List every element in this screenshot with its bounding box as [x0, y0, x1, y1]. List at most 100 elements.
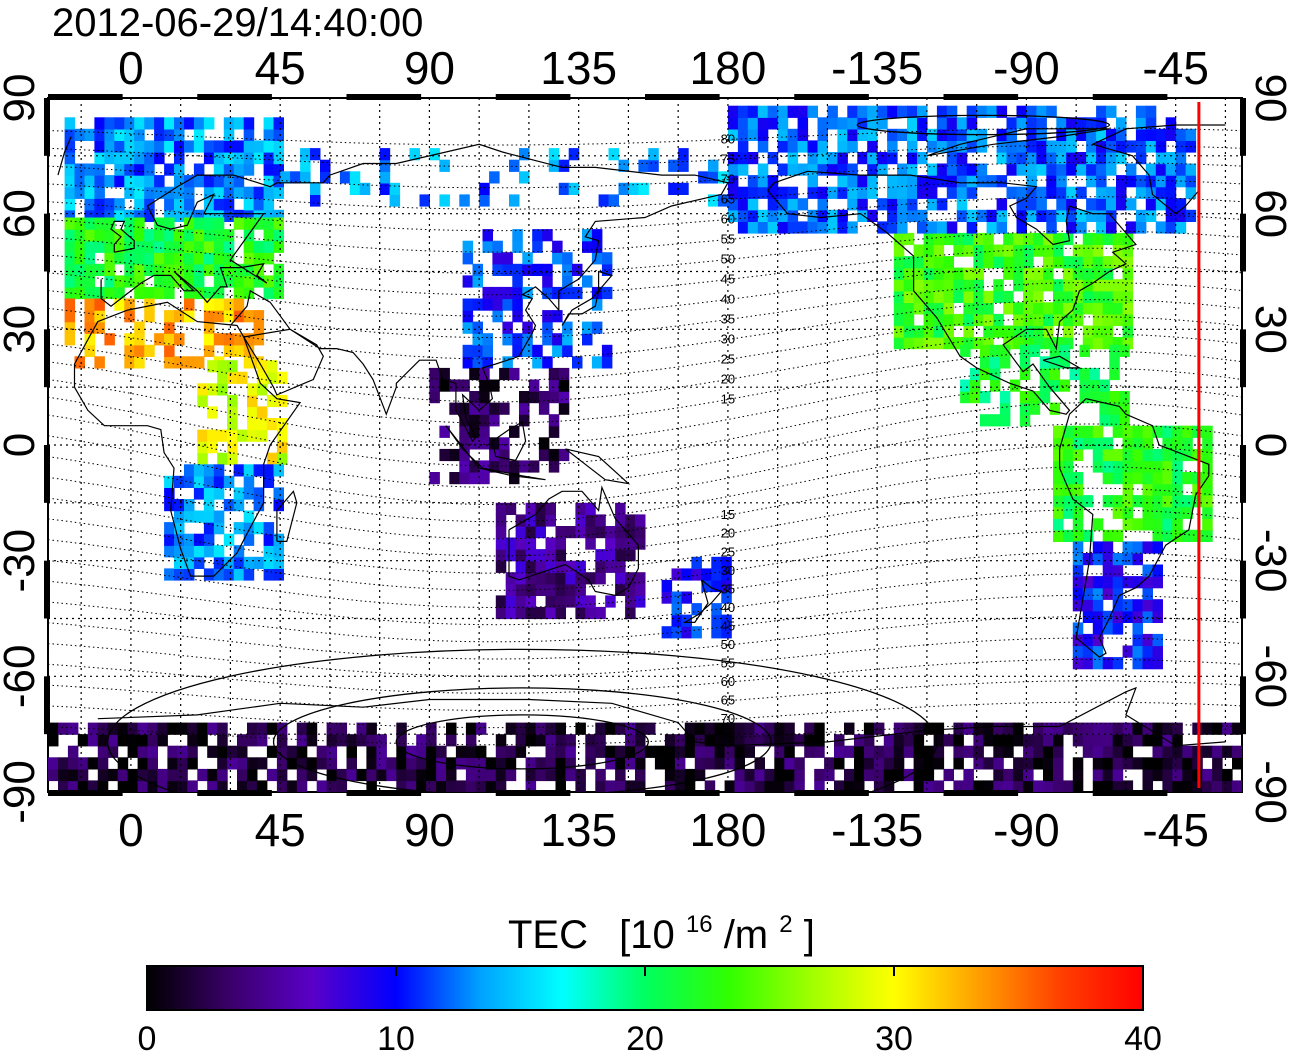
tec-cell: [1102, 448, 1114, 462]
tec-cell: [605, 537, 616, 550]
tec-cell: [1096, 152, 1107, 165]
tec-cell: [575, 722, 586, 735]
tec-cell: [386, 757, 397, 770]
tec-cell: [164, 198, 175, 211]
tec-cell: [300, 171, 311, 184]
tec-cell: [1053, 472, 1064, 485]
tec-cell: [1026, 163, 1037, 176]
tec-cell: [767, 221, 779, 234]
maglat-label: 55: [721, 231, 735, 246]
tec-cell: [84, 229, 95, 242]
tec-cell: [1132, 460, 1143, 473]
tec-cell: [273, 117, 284, 130]
tec-cell: [787, 128, 799, 141]
tec-cell: [213, 510, 225, 523]
tec-cell: [1112, 757, 1124, 770]
tec-cell: [787, 198, 799, 211]
tec-cell: [907, 175, 918, 188]
tec-cell: [164, 286, 175, 300]
tec-cell: [595, 722, 606, 735]
tec-cell: [263, 175, 275, 188]
tec-cell: [290, 171, 301, 184]
tec-cell: [591, 321, 603, 334]
tec-cell: [718, 171, 729, 184]
tec-cell: [923, 768, 935, 782]
tec-cell: [989, 344, 1001, 357]
coastline-cuba: [1042, 355, 1082, 369]
tec-cell: [1172, 483, 1183, 496]
tec-cell: [379, 182, 391, 195]
tec-cell: [844, 780, 855, 792]
tec-cell: [1132, 541, 1143, 554]
tec-cell: [1096, 117, 1107, 130]
tec-cell: [734, 768, 745, 782]
tec-cell: [247, 780, 258, 792]
tec-cell: [1013, 337, 1024, 350]
tec-cell: [1122, 645, 1134, 658]
maglat-contour: [48, 384, 1242, 467]
tec-cell: [817, 209, 828, 222]
tec-cell: [64, 321, 76, 334]
tec-cell: [943, 232, 954, 246]
tec-cell: [1132, 622, 1143, 635]
tec-cell: [449, 472, 460, 485]
tec-cell: [243, 140, 255, 153]
tec-cell: [134, 252, 145, 265]
tec-cell: [522, 321, 533, 334]
tec-cell: [310, 182, 321, 195]
tec-cell: [1102, 529, 1114, 542]
tec-cell: [552, 240, 563, 253]
tec-cell: [747, 209, 759, 222]
tec-cell: [575, 560, 586, 573]
tec-cell: [1013, 279, 1024, 292]
tec-cell: [996, 175, 1008, 188]
tec-cell: [164, 229, 175, 242]
tec-cell: [184, 510, 195, 523]
tec-cell: [1165, 117, 1177, 130]
tec-cell: [266, 452, 278, 465]
maglat-contour: [48, 247, 1242, 296]
tec-cell: [1102, 337, 1114, 350]
tec-cell: [727, 163, 739, 176]
tec-cell: [124, 240, 135, 253]
tec-cell: [923, 267, 935, 280]
tec-cell: [575, 595, 586, 608]
tec-cell: [74, 217, 85, 230]
tec-cell: [661, 626, 673, 639]
tec-cell: [764, 734, 775, 747]
tec-cell: [1056, 175, 1067, 188]
tec-cell: [253, 556, 265, 569]
tec-cell: [635, 514, 646, 527]
tec-cell: [747, 117, 759, 130]
tec-cell: [243, 522, 255, 535]
tec-cell: [986, 209, 998, 222]
tec-cell: [605, 549, 616, 562]
tec-cell: [605, 780, 616, 792]
tec-cell: [426, 768, 437, 782]
tec-cell: [887, 221, 898, 234]
tec-cell: [1122, 244, 1134, 257]
tec-cell: [164, 568, 175, 581]
tec-cell: [1155, 140, 1167, 153]
tec-cell: [253, 522, 265, 535]
tec-cell: [462, 240, 474, 253]
tec-cell: [1116, 117, 1127, 130]
tec-cell: [1152, 483, 1163, 496]
tec-cell: [923, 757, 935, 770]
tec-cell: [1013, 256, 1024, 269]
tec-cell: [1072, 244, 1084, 257]
tec-cell: [1142, 518, 1153, 531]
tec-cell: [203, 140, 215, 153]
tec-cell: [893, 734, 905, 747]
tec-cell: [1092, 599, 1104, 612]
tec-cell: [515, 572, 527, 585]
tec-cell: [804, 722, 815, 735]
tec-cell: [777, 209, 789, 222]
tec-cell: [1132, 472, 1143, 485]
tec-cell: [386, 768, 397, 782]
tec-cell: [585, 734, 596, 747]
tec-cell: [923, 279, 935, 292]
tec-cell: [263, 252, 275, 265]
tec-cell: [1172, 768, 1183, 782]
